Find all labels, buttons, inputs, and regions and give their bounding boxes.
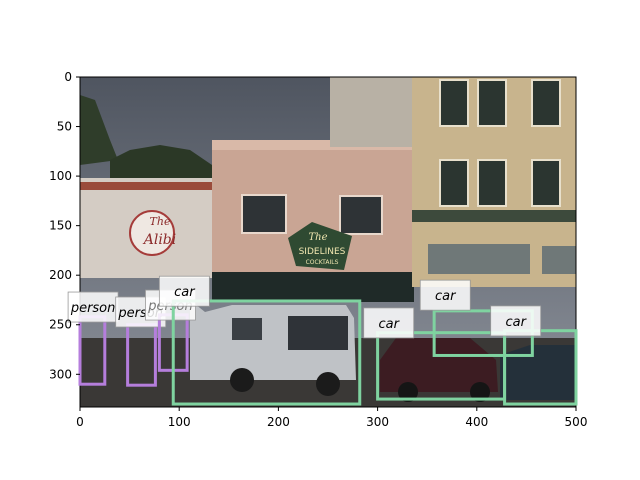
y-tick-label: 150 (49, 219, 72, 233)
sidelines-sign-line2: SIDELINES (299, 247, 346, 257)
y-tick-label: 0 (64, 70, 72, 84)
detection-label-box (363, 307, 415, 339)
alibi-sign-line1: The (150, 215, 171, 228)
x-tick-label: 500 (565, 415, 588, 429)
street-photo: The Alibi The SIDELINES COCKTAILS (80, 77, 576, 407)
detection-car: car (158, 275, 362, 406)
x-tick-label: 100 (168, 415, 191, 429)
y-tick-label: 200 (49, 268, 72, 282)
detection-label: car (435, 289, 457, 304)
x-tick-label: 400 (465, 415, 488, 429)
detection-label: car (378, 317, 400, 332)
y-axis: 0 50 100 150 200 250 300 (49, 70, 80, 381)
detection-label: car (174, 285, 196, 300)
detection-label-box (158, 275, 210, 307)
y-tick-label: 250 (49, 318, 72, 332)
sidelines-sign-line1: The (308, 232, 327, 243)
x-tick-label: 0 (76, 415, 84, 429)
detection-person: person (67, 291, 119, 386)
detection-label-box (67, 291, 119, 323)
detection-label: person (70, 301, 116, 316)
detection-overlay: personpersonpersoncarcarcarcar (67, 275, 578, 406)
alibi-sign-line2: Alibi (142, 232, 177, 248)
x-tick-label: 200 (267, 415, 290, 429)
detection-car: car (490, 305, 578, 406)
detection-label-box (419, 279, 471, 311)
y-tick-label: 100 (49, 169, 72, 183)
x-axis: 0 100 200 300 400 500 (76, 407, 587, 429)
x-tick-label: 300 (366, 415, 389, 429)
y-tick-label: 300 (49, 367, 72, 381)
detection-label-box (490, 305, 542, 337)
sidelines-sign-line3: COCKTAILS (306, 259, 339, 266)
detection-label: car (505, 315, 527, 330)
y-tick-label: 50 (57, 120, 72, 134)
axes-frame (79, 76, 577, 408)
detection-box (171, 299, 362, 406)
